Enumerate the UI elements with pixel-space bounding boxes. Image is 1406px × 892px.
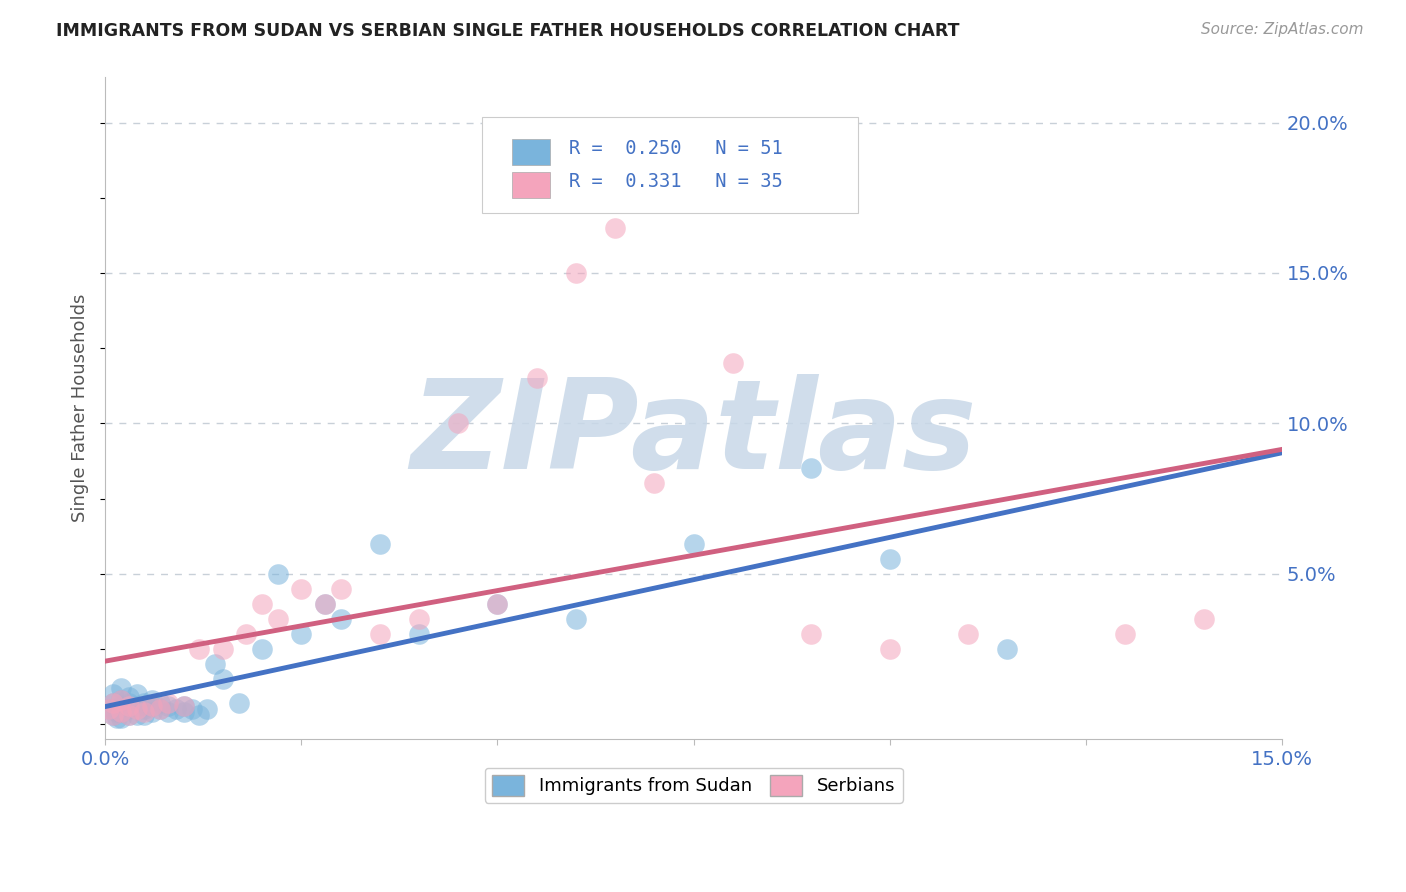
Point — [141, 699, 163, 714]
Point — [141, 693, 163, 707]
Point — [565, 266, 588, 280]
Point — [188, 641, 211, 656]
Text: Source: ZipAtlas.com: Source: ZipAtlas.com — [1201, 22, 1364, 37]
Point — [329, 612, 352, 626]
Point — [408, 627, 430, 641]
Point — [173, 705, 195, 719]
Point — [290, 582, 312, 596]
Point — [526, 371, 548, 385]
Point — [368, 627, 391, 641]
Text: ZIPatlas: ZIPatlas — [411, 375, 977, 495]
Point — [156, 699, 179, 714]
Point — [110, 705, 132, 719]
Point — [101, 696, 124, 710]
Point — [204, 657, 226, 671]
Point — [118, 699, 141, 714]
Point — [101, 687, 124, 701]
Point — [879, 551, 901, 566]
Point — [110, 699, 132, 714]
Point — [329, 582, 352, 596]
Point — [267, 612, 290, 626]
Point — [125, 687, 148, 701]
Point — [180, 702, 202, 716]
Point — [643, 476, 665, 491]
Text: R =  0.250   N = 51: R = 0.250 N = 51 — [569, 139, 783, 158]
Point — [250, 597, 273, 611]
Point — [447, 417, 470, 431]
Point — [134, 696, 156, 710]
Point — [165, 702, 187, 716]
Point — [134, 708, 156, 723]
Point — [408, 612, 430, 626]
FancyBboxPatch shape — [482, 117, 858, 213]
Point — [957, 627, 980, 641]
Point — [98, 702, 121, 716]
Point — [110, 705, 132, 719]
Point — [105, 705, 128, 719]
Point — [800, 627, 823, 641]
Point — [118, 690, 141, 704]
Point — [605, 220, 627, 235]
Text: R =  0.331   N = 35: R = 0.331 N = 35 — [569, 172, 783, 191]
Point — [995, 641, 1018, 656]
Point — [800, 461, 823, 475]
Point — [110, 693, 132, 707]
Point — [1192, 612, 1215, 626]
Point — [125, 699, 148, 714]
Point — [156, 705, 179, 719]
Point — [149, 702, 172, 716]
Point — [125, 702, 148, 716]
Point — [228, 696, 250, 710]
Point — [212, 672, 235, 686]
Point — [368, 536, 391, 550]
Point — [721, 356, 744, 370]
Point — [879, 641, 901, 656]
Point — [98, 702, 121, 716]
Point — [173, 699, 195, 714]
Point — [149, 702, 172, 716]
Point — [486, 597, 509, 611]
Point — [188, 708, 211, 723]
FancyBboxPatch shape — [512, 172, 550, 198]
Point — [195, 702, 218, 716]
Point — [134, 702, 156, 716]
Point — [682, 536, 704, 550]
Point — [110, 711, 132, 725]
Point — [149, 696, 172, 710]
Point — [105, 711, 128, 725]
Legend: Immigrants from Sudan, Serbians: Immigrants from Sudan, Serbians — [485, 768, 903, 803]
Point — [212, 641, 235, 656]
Point — [141, 705, 163, 719]
FancyBboxPatch shape — [512, 139, 550, 165]
Point — [267, 566, 290, 581]
Point — [486, 597, 509, 611]
Point — [125, 708, 148, 723]
Point — [235, 627, 257, 641]
Point — [290, 627, 312, 641]
Point — [118, 696, 141, 710]
Point — [314, 597, 336, 611]
Point — [101, 708, 124, 723]
Y-axis label: Single Father Households: Single Father Households — [72, 294, 89, 523]
Point — [118, 702, 141, 716]
Point — [1114, 627, 1136, 641]
Point — [134, 705, 156, 719]
Point — [565, 612, 588, 626]
Point — [173, 699, 195, 714]
Text: IMMIGRANTS FROM SUDAN VS SERBIAN SINGLE FATHER HOUSEHOLDS CORRELATION CHART: IMMIGRANTS FROM SUDAN VS SERBIAN SINGLE … — [56, 22, 960, 40]
Point — [101, 696, 124, 710]
Point — [314, 597, 336, 611]
Point — [118, 708, 141, 723]
Point — [101, 708, 124, 723]
Point — [110, 693, 132, 707]
Point — [250, 641, 273, 656]
Point — [141, 699, 163, 714]
Point — [110, 681, 132, 695]
Point — [101, 702, 124, 716]
Point — [156, 696, 179, 710]
Point — [118, 708, 141, 723]
